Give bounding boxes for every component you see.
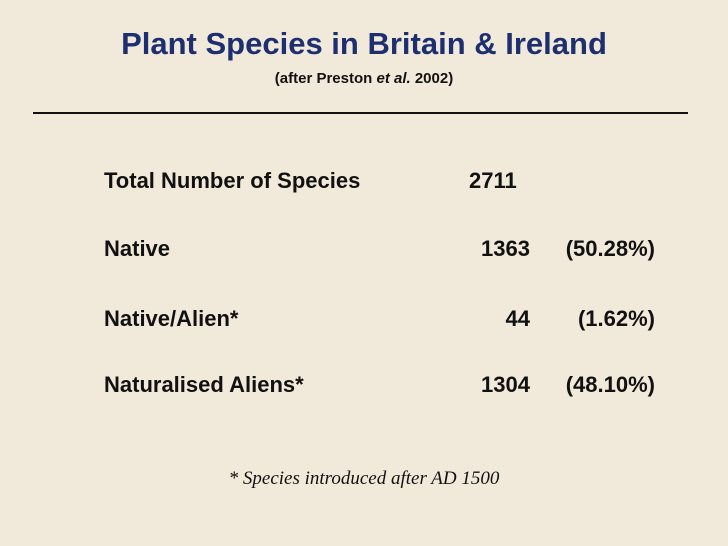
subtitle-prefix: (after Preston bbox=[274, 70, 377, 87]
title-divider bbox=[33, 112, 688, 114]
row-count: 2711 bbox=[469, 168, 517, 193]
row-count: 44 bbox=[505, 306, 530, 331]
row-label: Naturalised Aliens* bbox=[104, 372, 304, 397]
species-row-native-alien: Native/Alien* 44 (1.62%) bbox=[0, 306, 728, 336]
row-label: Total Number of Species bbox=[104, 168, 361, 193]
row-percent: (48.10%) bbox=[565, 372, 655, 397]
species-row-total: Total Number of Species 2711 bbox=[0, 168, 728, 198]
species-row-naturalised-aliens: Naturalised Aliens* 1304 (48.10%) bbox=[0, 372, 728, 402]
slide-title: Plant Species in Britain & Ireland bbox=[121, 26, 607, 61]
row-percent: (1.62%) bbox=[577, 306, 655, 331]
species-row-native: Native 1363 (50.28%) bbox=[0, 236, 728, 266]
footnote: * Species introduced after AD 1500 bbox=[228, 468, 500, 489]
row-count: 1363 bbox=[481, 236, 530, 261]
row-percent: (50.28%) bbox=[565, 236, 655, 261]
subtitle-italic: et al. bbox=[376, 70, 411, 87]
row-count: 1304 bbox=[481, 372, 530, 397]
slide-subtitle: (after Preston et al. 2002) bbox=[0, 70, 728, 87]
row-label: Native/Alien* bbox=[104, 306, 239, 331]
row-label: Native bbox=[104, 236, 171, 261]
subtitle-suffix: 2002) bbox=[410, 70, 454, 87]
